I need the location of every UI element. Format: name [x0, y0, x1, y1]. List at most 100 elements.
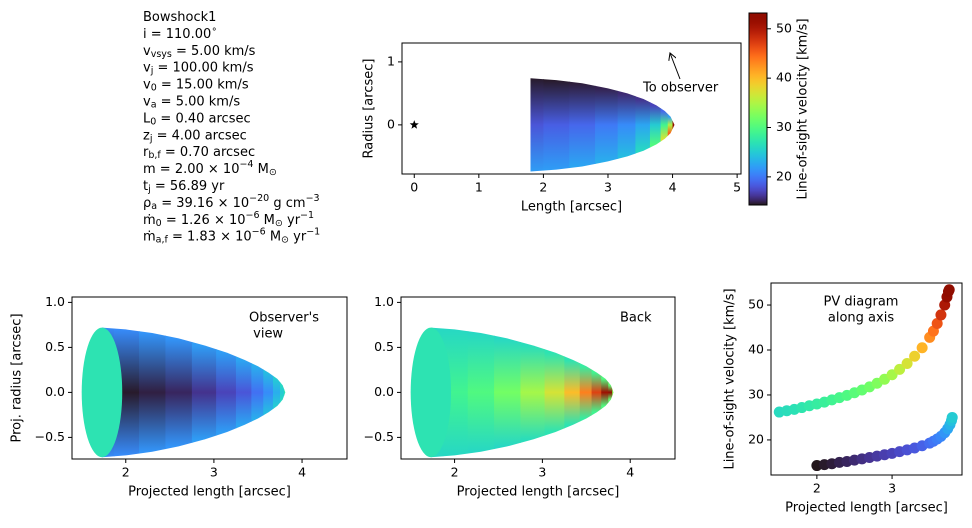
colorbar-tick-label: 30 [776, 119, 792, 134]
y-tick-label: 40 [748, 341, 764, 356]
colorbar-frame [748, 12, 768, 206]
pv-point [909, 350, 921, 362]
parameter-text: = 5.00 km/s [157, 94, 241, 109]
parameter-text: a [151, 200, 157, 211]
parameter-text: j [149, 133, 153, 144]
colorbar-tick-label: 50 [776, 20, 792, 35]
colorbar-tick-label: 20 [776, 168, 792, 183]
shell-slice [263, 327, 274, 458]
shell-slice [520, 327, 546, 458]
shell [530, 78, 675, 172]
shell-slice [672, 78, 675, 172]
y-tick-label: 0 [387, 116, 395, 131]
parameter-text: v [143, 60, 151, 75]
parameter-text: = 15.00 km/s [157, 77, 249, 92]
x-axis-label: Projected length [arcsec] [785, 501, 948, 516]
parameter-text: = 56.89 yr [151, 178, 225, 193]
parameter-text: j [150, 65, 154, 76]
shell-slice [660, 78, 669, 172]
y-tick-label: 50 [748, 297, 764, 312]
shell-slice [165, 327, 193, 458]
parameter-text: −1 [300, 209, 314, 220]
shell-slice [544, 327, 565, 458]
parameter-text: 0 [150, 116, 156, 127]
colorbar [749, 13, 767, 205]
shell-slice [564, 327, 581, 458]
y-tick-label: 0.0 [45, 384, 65, 399]
y-axis-label: Proj. radius [arcsec] [10, 313, 25, 442]
parameter-text: ∘ [211, 23, 217, 34]
shell-slice [272, 327, 281, 458]
parameter-text: −3 [306, 192, 320, 203]
shell-slice [191, 327, 217, 458]
shell-slice [283, 327, 286, 458]
parameter-text: −6 [246, 209, 260, 220]
shell-slice [635, 78, 651, 172]
rim [410, 327, 452, 458]
axes-frame [401, 42, 742, 175]
shell-slice [138, 327, 167, 458]
y-tick-label: 1.0 [45, 294, 65, 309]
parameter-text: vsys [151, 48, 172, 59]
parameter-text: a,f [156, 234, 169, 245]
x-tick-label: 4 [669, 180, 677, 195]
parameter-text: −4 [239, 159, 253, 170]
annotation: To observer [642, 81, 719, 96]
colorbar-tick-label: 40 [776, 70, 792, 85]
pv-point [916, 342, 928, 354]
parameter-text: ρ [143, 195, 151, 210]
shell-slice [579, 327, 593, 458]
observer-arrow [670, 53, 681, 80]
annotation: along axis [828, 311, 894, 326]
shell-slice [530, 78, 545, 172]
shell-slice [595, 78, 619, 172]
shell-slice [494, 327, 522, 458]
shell-slice [280, 327, 285, 458]
x-tick-label: 3 [604, 180, 612, 195]
y-tick-label: 20 [748, 431, 764, 446]
parameter-text: = 0.40 arcsec [156, 111, 250, 126]
parameter-text: ṁ [143, 212, 156, 227]
parameter-text: m = 2.00 × 10 [143, 162, 239, 177]
axes-frame [770, 282, 963, 476]
y-tick-label: 0.5 [374, 339, 394, 354]
parameter-text: = 1.83 × 10 [168, 229, 252, 244]
parameter-text: = 5.00 km/s [172, 43, 256, 58]
parameter-text: r [143, 145, 149, 160]
x-tick-label: 3 [888, 481, 896, 496]
parameter-text: v [143, 43, 151, 58]
shell-slice [612, 327, 614, 458]
shell-slice [569, 78, 596, 172]
pv-point [894, 363, 906, 375]
shell-slice [601, 327, 609, 458]
y-tick-label: 0.0 [374, 384, 394, 399]
colorbar-label: Line-of-sight velocity [km/s] [796, 18, 811, 199]
parameter-text: yr [289, 229, 307, 244]
pv-point [943, 284, 955, 296]
shell-slice [617, 78, 637, 172]
y-tick-label: −0.5 [364, 429, 394, 444]
parameter-text: −20 [249, 192, 269, 203]
shell [430, 327, 614, 458]
x-tick-label: 4 [298, 465, 306, 480]
parameter-text: = 0.70 arcsec [161, 145, 255, 160]
parameter-text: = 39.16 × 10 [157, 195, 249, 210]
x-tick-label: 5 [733, 180, 741, 195]
parameter-text: = 1.26 × 10 [162, 212, 246, 227]
pv-point [946, 411, 958, 423]
parameter-text: j [147, 183, 151, 194]
x-tick-label: 1 [475, 180, 483, 195]
x-axis-label: Projected length [arcsec] [128, 485, 291, 500]
x-tick-label: 4 [626, 465, 634, 480]
parameter-text: L [143, 111, 151, 126]
parameter-text: v [143, 77, 151, 92]
x-tick-label: 3 [538, 465, 546, 480]
parameter-text: −1 [306, 226, 320, 237]
parameter-text: = 100.00 km/s [153, 60, 253, 75]
pv-point [935, 309, 947, 321]
parameter-text: 0 [156, 217, 162, 228]
shell-slice [543, 78, 570, 172]
pv-point [931, 317, 943, 329]
x-tick-label: 0 [410, 180, 418, 195]
